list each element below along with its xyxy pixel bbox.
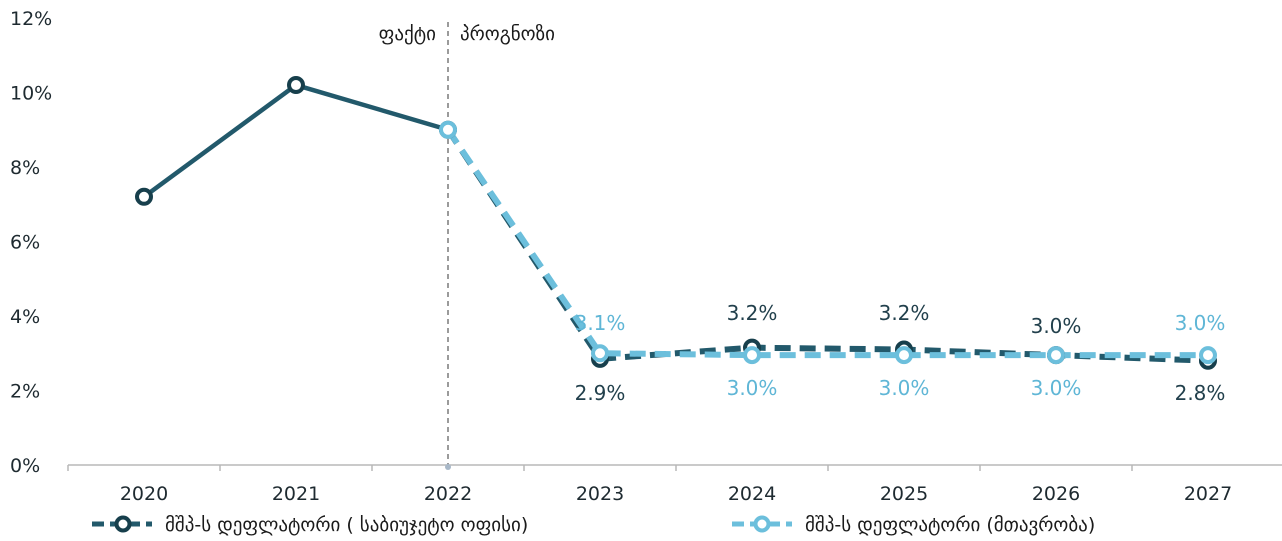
series1-data-label: 3.2%	[879, 301, 930, 325]
series2-point	[591, 344, 609, 363]
series2-point	[1199, 346, 1217, 365]
y-tick-label: 10%	[10, 83, 52, 105]
series2-data-label: 3.0%	[879, 376, 930, 400]
annotation-forecast: პროგნოზი	[460, 23, 555, 45]
legend-series1-label: მშპ-ს დეფლატორი ( საბიუჯეტო ოფისი)	[165, 514, 528, 536]
y-tick-label: 8%	[10, 157, 40, 179]
x-tick-label: 2026	[1032, 483, 1080, 505]
x-tick-label: 2021	[272, 483, 320, 505]
y-tick-label: 4%	[10, 306, 40, 328]
series2-data-label: 3.0%	[1031, 376, 1082, 400]
series2-data-label: 3.0%	[727, 376, 778, 400]
x-tick-label: 2024	[728, 483, 776, 505]
series2-point	[1047, 346, 1065, 365]
series1-data-label: 2.9%	[575, 381, 626, 405]
x-tick-label: 2027	[1184, 483, 1232, 505]
y-tick-label: 12%	[10, 8, 52, 30]
x-tick-label: 2023	[576, 483, 624, 505]
x-tick-label: 2025	[880, 483, 928, 505]
series2-data-label: 3.1%	[575, 311, 626, 335]
series2-point	[743, 346, 761, 365]
series1-point	[287, 76, 305, 95]
annotation-fact: ფაქტი	[379, 23, 436, 45]
series1-point	[135, 187, 153, 206]
y-tick-label: 0%	[10, 455, 40, 477]
series2-point	[439, 120, 457, 139]
series2-point	[895, 346, 913, 365]
series1-data-label: 3.2%	[727, 301, 778, 325]
series1-line-forecast	[445, 128, 1209, 364]
series2-line	[445, 128, 1208, 359]
divider-base-dot	[445, 464, 451, 470]
legend-series2-label: მშპ-ს დეფლატორი (მთავრობა)	[805, 514, 1095, 536]
series1-data-label: 3.0%	[1031, 314, 1082, 338]
series2-data-label: 3.0%	[1175, 311, 1226, 335]
series1-line-actual	[142, 82, 449, 199]
y-tick-label: 2%	[10, 381, 40, 403]
legend-series2-marker	[753, 515, 771, 533]
y-tick-label: 6%	[10, 232, 40, 254]
legend-series1-marker	[114, 515, 132, 533]
x-tick-label: 2020	[120, 483, 168, 505]
series1-data-label: 2.8%	[1175, 381, 1226, 405]
x-tick-label: 2022	[424, 483, 472, 505]
